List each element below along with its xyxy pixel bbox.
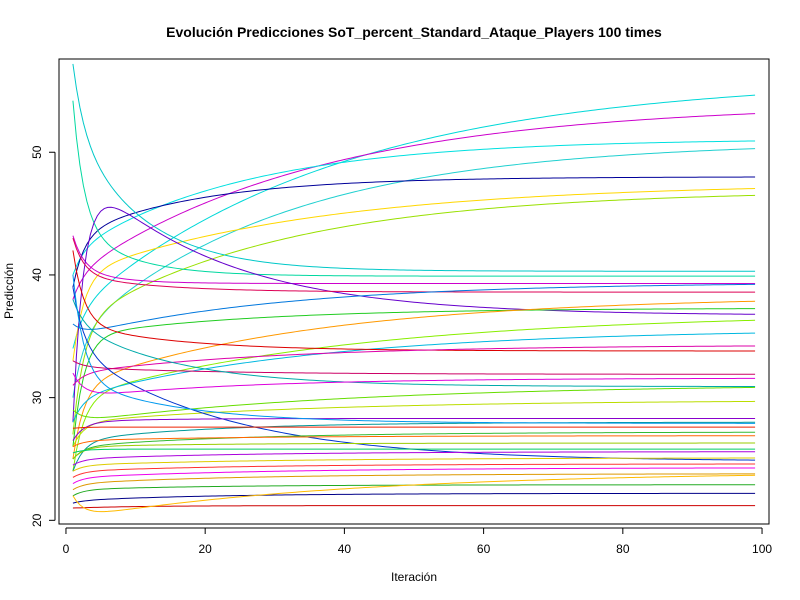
- series-line-35: [72, 467, 756, 484]
- y-tick-label: 40: [30, 268, 44, 282]
- series-line-8: [72, 63, 756, 272]
- series-line-11: [72, 206, 756, 423]
- series-line-21: [72, 299, 756, 387]
- series-line-36: [72, 473, 756, 491]
- y-axis-label: Predicción: [2, 263, 16, 319]
- x-tick-label: 60: [477, 542, 491, 556]
- series-line-32: [72, 451, 756, 466]
- series-line-15: [72, 300, 756, 460]
- series-line-41: [72, 372, 756, 394]
- series-line-14: [72, 308, 756, 447]
- series-line-20: [72, 360, 756, 375]
- y-tick-label: 50: [30, 145, 44, 159]
- series-line-4: [72, 148, 756, 398]
- series-line-27: [72, 426, 756, 429]
- chart-title: Evolución Predicciones SoT_percent_Stand…: [166, 24, 662, 40]
- series-line-25: [72, 417, 756, 441]
- x-axis-label: Iteración: [391, 570, 437, 584]
- series-line-17: [72, 332, 756, 423]
- series-line-18: [72, 250, 756, 352]
- series-line-5: [72, 176, 756, 288]
- series-line-2: [72, 113, 756, 300]
- series-line-13: [72, 283, 756, 330]
- series-line-38: [72, 492, 756, 504]
- series-line-10: [72, 235, 756, 285]
- series-line-40: [72, 474, 756, 513]
- series-line-22: [72, 386, 756, 419]
- series-line-28: [72, 431, 756, 460]
- plot-area-border: [58, 58, 770, 525]
- x-tick-label: 40: [338, 542, 352, 556]
- series-line-7: [72, 194, 756, 435]
- x-tick-label: 0: [63, 542, 70, 556]
- series-line-30: [72, 442, 756, 460]
- series-line-23: [72, 400, 756, 447]
- series-line-26: [72, 421, 756, 472]
- series-line-12: [72, 237, 756, 293]
- series-line-1: [72, 94, 756, 349]
- series-line-39: [72, 505, 756, 509]
- series-line-19: [72, 345, 756, 386]
- series-line-34: [72, 463, 756, 478]
- series-line-33: [72, 457, 756, 472]
- series-line-9: [72, 100, 756, 277]
- series-line-6: [72, 188, 756, 361]
- y-tick-label: 20: [30, 513, 44, 527]
- y-axis: 20 30 40 50: [30, 145, 56, 527]
- y-tick-label: 30: [30, 391, 44, 405]
- series-group: [72, 63, 756, 513]
- x-tick-label: 80: [616, 542, 630, 556]
- series-line-3: [72, 140, 756, 276]
- x-tick-label: 100: [752, 542, 772, 556]
- series-line-16: [72, 319, 756, 472]
- series-line-42: [72, 274, 756, 424]
- series-line-29: [72, 435, 756, 448]
- x-tick-label: 20: [198, 542, 212, 556]
- series-line-31: [72, 448, 756, 454]
- x-axis: 0 20 40 60 80 100: [63, 527, 772, 556]
